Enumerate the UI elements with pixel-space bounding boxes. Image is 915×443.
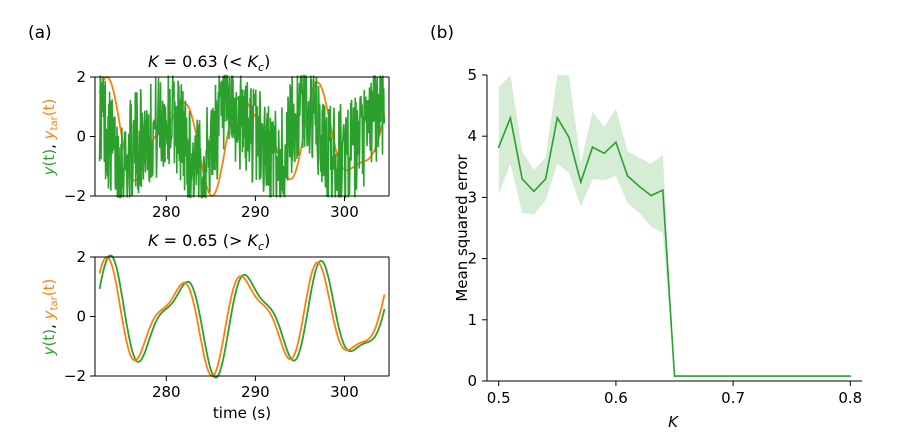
error-band (498, 75, 851, 377)
y-tick-label: 2 (467, 250, 477, 268)
ylabel-sep: , (40, 139, 58, 149)
mse-point (509, 117, 512, 119)
title-kc-subscript: c (258, 240, 264, 253)
ylabel-y: y (40, 165, 58, 176)
ylabel-ytar: y (40, 129, 58, 140)
ylabel-tar-subscript: tar (49, 295, 60, 310)
ylabel-t1: (t) (40, 329, 58, 347)
y-tick-label: −2 (64, 367, 86, 385)
ylabel-t2: (t) (40, 279, 58, 297)
x-tick-label: 290 (241, 203, 270, 221)
mse-point (533, 190, 535, 193)
mse-point (638, 185, 641, 188)
x-tick-label: 0.5 (487, 389, 511, 407)
plot-a-bottom-ticks: 280 290 300 −2 0 2 (64, 248, 359, 401)
ylabel-y: y (40, 345, 58, 356)
ylabel-t2: (t) (40, 99, 58, 117)
mse-point (568, 136, 570, 139)
plot-a-top-ylabel: y(t), ytar(t) (40, 99, 60, 177)
x-tick-label: 280 (152, 203, 181, 221)
mse-point (591, 146, 594, 148)
series-line-y (98, 254, 386, 379)
plot-a-bottom-title: K = 0.65 (> Kc) (148, 231, 270, 253)
plot-a-bottom-series (98, 254, 386, 379)
panel-label-b: (b) (430, 23, 454, 43)
y-tick-label: 4 (467, 127, 477, 145)
mse-point (615, 141, 617, 144)
ylabel-ytar: y (40, 309, 58, 320)
plot-a-top: K = 0.63 (< Kc) 280 290 300−202 y(t), ytar… (40, 52, 390, 221)
title-close: ) (264, 231, 270, 250)
y-tick-label: 5 (467, 66, 477, 84)
mse-point (626, 175, 629, 177)
mse-point (662, 189, 664, 191)
y-tick-label: 0 (76, 308, 86, 326)
x-tick-label: 300 (330, 203, 359, 221)
plot-b-series (497, 75, 852, 377)
panel-label-a: (a) (28, 23, 52, 43)
x-tick-label: 280 (152, 383, 181, 401)
y-tick-label: 2 (76, 248, 86, 266)
plot-a-bottom: K = 0.65 (> Kc) 280 290 300−202 y(t), ytar… (40, 231, 390, 422)
mse-point (580, 181, 582, 183)
title-k-value: = 0.63 (< (159, 52, 248, 71)
x-tick-label: 0.8 (838, 389, 862, 407)
series-line-y (98, 74, 386, 199)
series-line-y-tar (98, 256, 386, 377)
plot-a-bottom-ylabel: y(t), ytar(t) (40, 279, 60, 357)
mse-point (650, 194, 652, 197)
x-tick-label: 290 (241, 383, 270, 401)
title-k-value: = 0.65 (> (159, 231, 248, 250)
title-k-symbol: K (148, 231, 160, 250)
plot-b: 0.5 0.6 0.7 0.8 0 1 2 3 4 5 Mean squared error K (453, 66, 862, 431)
title-close: ) (264, 52, 270, 71)
y-tick-label: 2 (76, 68, 86, 86)
mse-point (603, 152, 605, 155)
title-kc-subscript: c (258, 61, 264, 74)
mse-point (556, 117, 559, 119)
x-tick-label: 300 (330, 383, 359, 401)
plot-b-ylabel: Mean squared error (453, 153, 471, 301)
title-k-symbol: K (148, 52, 160, 71)
plot-a-top-ticks: 280 290 300 −2 0 2 (64, 68, 359, 221)
plot-b-xlabel: K (668, 413, 679, 431)
title-kc-symbol: K (248, 231, 260, 250)
mse-point (849, 375, 852, 377)
y-tick-label: 0 (467, 372, 477, 390)
mse-point (521, 178, 523, 180)
mse-point (497, 146, 500, 148)
x-tick-label: 0.7 (721, 389, 745, 407)
y-tick-label: −2 (64, 187, 86, 205)
ylabel-t1: (t) (40, 149, 58, 167)
y-tick-label: 0 (76, 128, 86, 146)
ylabel-sep: , (40, 319, 58, 329)
title-kc-symbol: K (248, 52, 260, 71)
y-tick-label: 3 (467, 188, 477, 206)
plot-a-top-title: K = 0.63 (< Kc) (148, 52, 270, 74)
y-tick-label: 1 (467, 311, 477, 329)
plot-a-top-series (98, 74, 386, 199)
plot-b-ticks: 0.5 0.6 0.7 0.8 0 1 2 3 4 5 (467, 66, 862, 407)
ylabel-tar-subscript: tar (49, 115, 60, 130)
mse-point (673, 375, 676, 377)
x-tick-label: 0.6 (604, 389, 628, 407)
mse-point (544, 178, 547, 180)
plot-a-bottom-xlabel: time (s) (213, 404, 271, 422)
